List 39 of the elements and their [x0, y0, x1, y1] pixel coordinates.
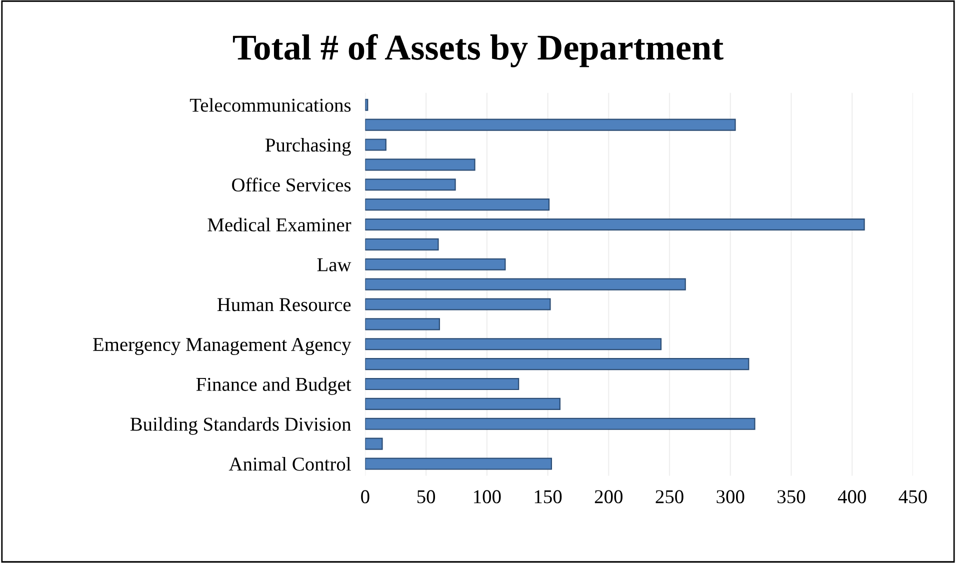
bar	[365, 438, 383, 450]
bar	[365, 318, 440, 330]
y-tick-label: Animal Control	[228, 457, 351, 471]
x-tick-label: 250	[656, 490, 684, 504]
bar	[365, 298, 551, 310]
y-tick-label: Emergency Management Agency	[93, 338, 352, 356]
x-tick-label: 200	[594, 490, 622, 504]
bar	[365, 238, 439, 250]
x-tick-label: 50	[417, 490, 436, 504]
x-tick-label: 350	[778, 490, 806, 504]
bar	[365, 398, 561, 410]
chart-title: Total # of Assets by Department	[232, 34, 724, 68]
x-tick-label: 300	[716, 490, 744, 504]
y-tick-label: Building Standards Division	[130, 417, 352, 435]
bar	[365, 418, 756, 430]
y-tick-label: Medical Examiner	[208, 218, 352, 232]
bar	[365, 458, 552, 470]
bar	[365, 138, 386, 151]
bar	[365, 338, 662, 350]
bar	[365, 258, 506, 270]
bar	[365, 158, 476, 171]
y-tick-label: Finance and Budget	[196, 377, 352, 395]
bar	[365, 278, 686, 290]
x-tick-label: 0	[361, 490, 370, 504]
x-tick-label: 400	[838, 490, 866, 504]
bar	[365, 198, 550, 211]
bar	[365, 178, 456, 191]
x-tick-label: 150	[534, 490, 562, 504]
y-tick-label: Law	[317, 258, 352, 272]
bar	[365, 378, 520, 390]
y-tick-label: Office Services	[232, 178, 351, 192]
bar	[365, 218, 865, 231]
bar	[365, 358, 750, 370]
bar	[365, 118, 736, 131]
x-tick-label: 100	[474, 490, 501, 504]
y-tick-label: Purchasing	[265, 138, 351, 156]
x-tick-label: 450	[898, 490, 927, 504]
y-tick-label: Human Resource	[217, 298, 351, 312]
y-tick-label: Telecommunications	[190, 98, 351, 112]
